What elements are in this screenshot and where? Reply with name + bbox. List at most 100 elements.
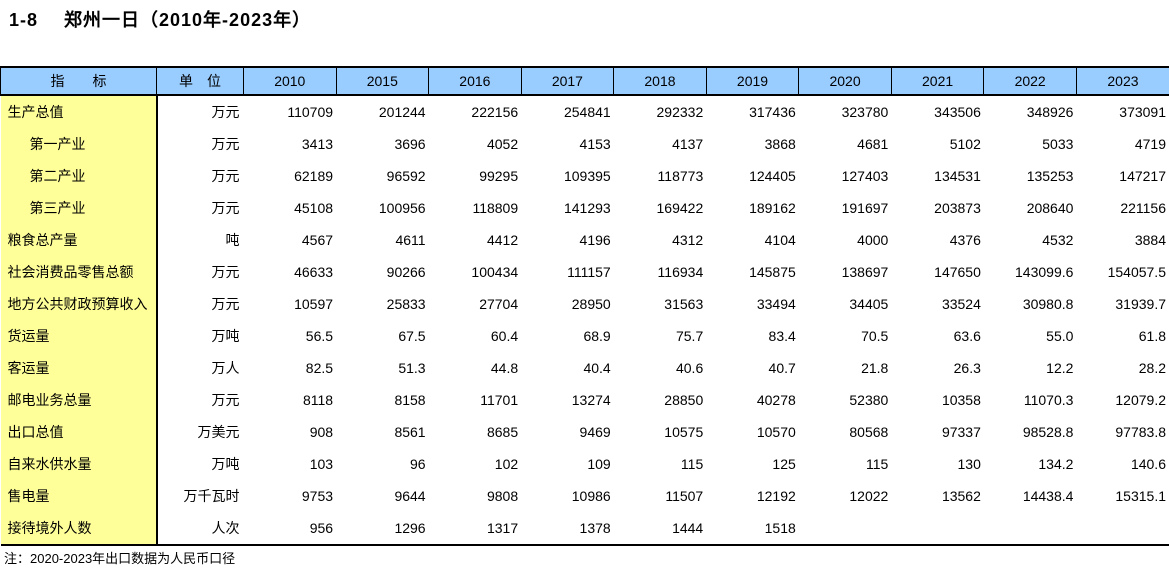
value-cell: 30980.8	[1022, 296, 1074, 312]
value-cell: 3413	[301, 136, 334, 152]
value-cell: 11507	[665, 488, 704, 504]
unit-cell: 万美元	[197, 424, 240, 440]
value-cell: 118773	[657, 168, 704, 184]
value-cell: 4312	[672, 232, 704, 248]
value-cell: 127403	[841, 168, 889, 184]
value-cell: 9644	[394, 488, 426, 504]
value-cell: 118809	[472, 200, 519, 216]
value-cell: 103	[309, 456, 334, 472]
value-cell: 13562	[941, 488, 981, 504]
value-cell: 4532	[1042, 232, 1074, 248]
value-cell: 63.6	[953, 328, 981, 344]
value-cell: 27704	[479, 296, 519, 312]
value-cell: 956	[309, 520, 334, 536]
value-cell: 143099.6	[1015, 264, 1074, 280]
value-cell: 5102	[949, 136, 981, 152]
value-cell: 109	[587, 456, 611, 472]
unit-cell: 万千瓦时	[183, 488, 240, 504]
value-cell: 4052	[486, 136, 519, 152]
value-cell: 222156	[471, 104, 519, 120]
table-row: 接待境外人数 人次 956 1296 1317 1378 1444 1518	[0, 512, 1169, 545]
value-cell: 62189	[294, 168, 334, 184]
table-row: 客运量 万人 82.5 51.3 44.8 40.4 40.6 40.7 21.8 26.3 12.…	[0, 352, 1169, 384]
value-cell: 100434	[471, 264, 519, 280]
value-cell: 13274	[571, 392, 611, 408]
value-cell: 317436	[749, 104, 796, 120]
value-cell: 21.8	[861, 360, 889, 376]
table-row: 粮食总产量 吨 4567 4611 4412 4196 4312 4104 4000 4376 45…	[0, 224, 1169, 256]
value-cell: 96592	[386, 168, 426, 184]
value-cell: 98528.8	[1022, 424, 1074, 440]
table-row: 货运量 万吨 56.5 67.5 60.4 68.9 75.7 83.4 70.5 63.6 55.…	[0, 320, 1169, 352]
value-cell: 110709	[287, 104, 334, 120]
value-cell: 140.6	[1130, 456, 1166, 472]
indicator-cell: 地方公共财政预算收入	[0, 288, 158, 320]
value-cell: 25833	[386, 296, 426, 312]
table-header-row: 指 标单 位 2010 2015 2016 2017 2018 2019 2020 2021 20…	[0, 67, 1169, 96]
value-cell: 3696	[394, 136, 426, 152]
value-cell: 125	[772, 456, 796, 472]
unit-cell: 万元	[211, 168, 240, 184]
value-cell	[799, 512, 892, 545]
value-cell: 40278	[756, 392, 796, 408]
header-year-2021: 2021	[890, 67, 984, 96]
value-cell: 4412	[486, 232, 519, 248]
unit-cell: 万元	[211, 136, 240, 152]
unit-cell: 万人	[211, 360, 240, 376]
value-cell: 60.4	[490, 328, 519, 344]
value-cell: 111157	[567, 264, 611, 280]
value-cell: 169422	[656, 200, 704, 216]
value-cell: 191697	[841, 200, 889, 216]
value-cell: 31563	[664, 296, 704, 312]
value-cell	[984, 512, 1077, 545]
unit-cell: 万吨	[211, 456, 240, 472]
value-cell: 4719	[1134, 136, 1166, 152]
table-row: 自来水供水量 万吨 103 96 102 109 115 125 115 130 134.2 140.…	[0, 448, 1169, 480]
value-cell: 138697	[841, 264, 889, 280]
value-cell: 40.4	[583, 360, 611, 376]
value-cell: 12022	[849, 488, 889, 504]
value-cell: 75.7	[675, 328, 704, 344]
value-cell: 14438.4	[1022, 488, 1074, 504]
value-cell: 97783.8	[1115, 424, 1166, 440]
value-cell: 70.5	[861, 328, 889, 344]
value-cell: 44.8	[490, 360, 519, 376]
value-cell: 8685	[486, 424, 519, 440]
value-cell: 68.9	[583, 328, 611, 344]
header-indicator: 指 标	[0, 67, 157, 96]
value-cell: 11701	[480, 392, 519, 408]
value-cell: 9808	[486, 488, 519, 504]
table-row: 第三产业 万元 45108 100956 118809 141293 169422 18916…	[0, 192, 1169, 224]
value-cell: 10597	[294, 296, 334, 312]
value-cell: 1296	[394, 520, 426, 536]
value-cell: 343506	[934, 104, 981, 120]
value-cell: 109395	[563, 168, 611, 184]
indicator-cell: 邮电业务总量	[0, 384, 158, 416]
table-title-text: 郑州一日（2010年-2023年）	[64, 10, 312, 30]
value-cell: 10358	[941, 392, 981, 408]
value-cell: 4137	[672, 136, 704, 152]
indicator-cell: 货运量	[0, 320, 158, 352]
value-cell: 254841	[563, 104, 611, 120]
value-cell: 97337	[941, 424, 981, 440]
indicator-cell: 客运量	[0, 352, 158, 384]
value-cell: 52380	[849, 392, 889, 408]
value-cell: 1378	[579, 520, 611, 536]
value-cell: 1444	[672, 520, 704, 536]
value-cell: 348926	[1026, 104, 1074, 120]
value-cell: 83.4	[768, 328, 796, 344]
value-cell: 3868	[764, 136, 796, 152]
value-cell: 15315.1	[1115, 488, 1166, 504]
value-cell: 134531	[934, 168, 981, 184]
value-cell: 100956	[378, 200, 426, 216]
unit-cell: 万元	[211, 296, 240, 312]
value-cell: 67.5	[398, 328, 426, 344]
value-cell: 12.2	[1046, 360, 1074, 376]
value-cell: 373091	[1119, 104, 1166, 120]
value-cell: 33524	[941, 296, 981, 312]
value-cell: 102	[494, 456, 519, 472]
value-cell: 40.7	[768, 360, 796, 376]
table-row: 邮电业务总量 万元 8118 8158 11701 13274 28850 40278 5238…	[0, 384, 1169, 416]
value-cell: 96	[410, 456, 426, 472]
